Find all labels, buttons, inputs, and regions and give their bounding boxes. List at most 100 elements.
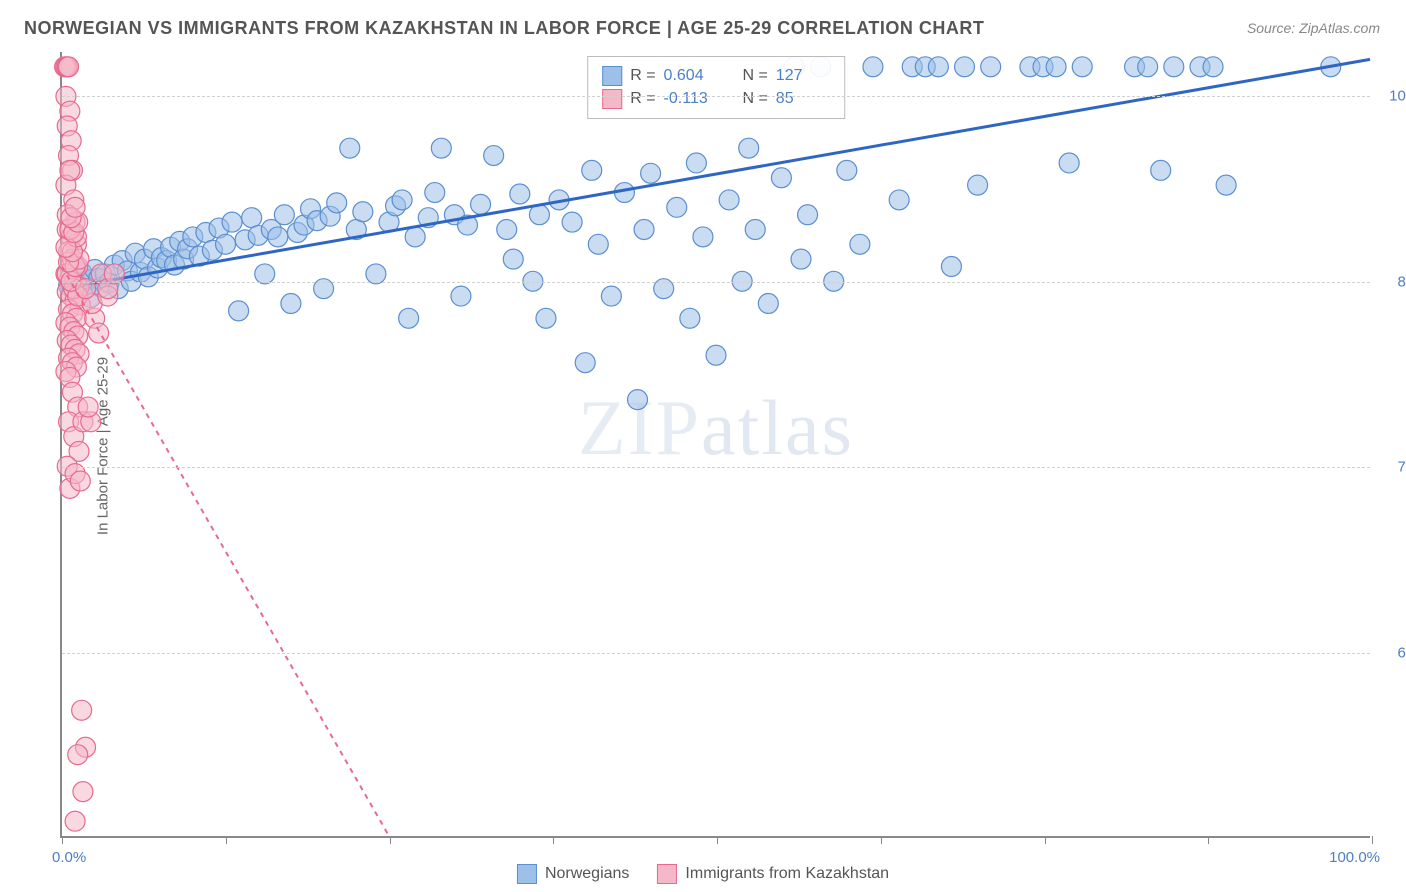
scatter-point-norwegians bbox=[451, 286, 471, 306]
scatter-point-norwegians bbox=[399, 308, 419, 328]
scatter-point-norwegians bbox=[575, 353, 595, 373]
x-tick bbox=[1372, 836, 1373, 844]
scatter-point-kazakhstan bbox=[104, 264, 124, 284]
scatter-point-norwegians bbox=[242, 208, 262, 228]
x-tick bbox=[553, 836, 554, 844]
scatter-point-norwegians bbox=[680, 308, 700, 328]
scatter-point-kazakhstan bbox=[70, 471, 90, 491]
stats-box: R = 0.604 N = 127 R = -0.113 N = 85 bbox=[587, 56, 845, 119]
scatter-point-norwegians bbox=[837, 160, 857, 180]
scatter-point-norwegians bbox=[719, 190, 739, 210]
scatter-point-norwegians bbox=[340, 138, 360, 158]
scatter-point-norwegians bbox=[353, 202, 373, 222]
scatter-point-norwegians bbox=[739, 138, 759, 158]
scatter-point-norwegians bbox=[562, 212, 582, 232]
scatter-svg bbox=[62, 52, 1370, 836]
scatter-point-norwegians bbox=[771, 168, 791, 188]
correlation-chart: NORWEGIAN VS IMMIGRANTS FROM KAZAKHSTAN … bbox=[0, 0, 1406, 892]
legend-swatch bbox=[517, 864, 537, 884]
legend-item: Immigrants from Kazakhstan bbox=[657, 864, 889, 884]
scatter-point-norwegians bbox=[1216, 175, 1236, 195]
scatter-point-norwegians bbox=[955, 57, 975, 77]
stats-row: R = -0.113 N = 85 bbox=[602, 89, 830, 109]
scatter-point-norwegians bbox=[281, 293, 301, 313]
scatter-point-kazakhstan bbox=[65, 197, 85, 217]
gridline bbox=[62, 282, 1370, 283]
x-axis-min-label: 0.0% bbox=[52, 849, 86, 866]
scatter-point-norwegians bbox=[503, 249, 523, 269]
scatter-point-norwegians bbox=[1072, 57, 1092, 77]
scatter-point-kazakhstan bbox=[59, 57, 79, 77]
scatter-point-norwegians bbox=[229, 301, 249, 321]
legend-label: Norwegians bbox=[545, 865, 629, 883]
legend-swatch bbox=[657, 864, 677, 884]
source-attribution: Source: ZipAtlas.com bbox=[1247, 20, 1380, 36]
scatter-point-norwegians bbox=[941, 257, 961, 277]
plot-area: ZIPatlas R =0.604 N =127R =-0.113 N =85 … bbox=[60, 52, 1370, 838]
legend: Norwegians Immigrants from Kazakhstan bbox=[517, 864, 889, 884]
x-tick bbox=[226, 836, 227, 844]
scatter-point-norwegians bbox=[745, 220, 765, 240]
scatter-point-norwegians bbox=[392, 190, 412, 210]
legend-label: Immigrants from Kazakhstan bbox=[685, 865, 889, 883]
x-tick bbox=[717, 836, 718, 844]
scatter-point-kazakhstan bbox=[73, 782, 93, 802]
scatter-point-norwegians bbox=[758, 293, 778, 313]
x-tick bbox=[1045, 836, 1046, 844]
scatter-point-norwegians bbox=[582, 160, 602, 180]
scatter-point-norwegians bbox=[327, 193, 347, 213]
n-label: N = bbox=[742, 67, 767, 85]
n-label: N = bbox=[742, 90, 767, 108]
y-tick-label: 62.5% bbox=[1380, 644, 1406, 661]
x-tick bbox=[1208, 836, 1209, 844]
scatter-point-norwegians bbox=[222, 212, 242, 232]
r-label: R = bbox=[630, 90, 655, 108]
stats-swatch bbox=[602, 89, 622, 109]
scatter-point-kazakhstan bbox=[60, 160, 80, 180]
scatter-point-kazakhstan bbox=[72, 700, 92, 720]
scatter-point-norwegians bbox=[588, 234, 608, 254]
scatter-point-norwegians bbox=[366, 264, 386, 284]
scatter-point-norwegians bbox=[405, 227, 425, 247]
scatter-point-norwegians bbox=[686, 153, 706, 173]
x-tick bbox=[881, 836, 882, 844]
scatter-point-norwegians bbox=[601, 286, 621, 306]
legend-item: Norwegians bbox=[517, 864, 629, 884]
scatter-point-norwegians bbox=[268, 227, 288, 247]
scatter-point-norwegians bbox=[634, 220, 654, 240]
scatter-point-norwegians bbox=[928, 57, 948, 77]
scatter-point-norwegians bbox=[255, 264, 275, 284]
scatter-point-norwegians bbox=[1164, 57, 1184, 77]
scatter-point-norwegians bbox=[1059, 153, 1079, 173]
r-value: 0.604 bbox=[664, 67, 718, 85]
scatter-point-norwegians bbox=[510, 184, 530, 204]
stats-swatch bbox=[602, 66, 622, 86]
r-value: -0.113 bbox=[664, 90, 718, 108]
regression-line-kazakhstan bbox=[62, 266, 389, 836]
n-value: 127 bbox=[776, 67, 830, 85]
chart-title: NORWEGIAN VS IMMIGRANTS FROM KAZAKHSTAN … bbox=[24, 18, 984, 39]
scatter-point-norwegians bbox=[850, 234, 870, 254]
scatter-point-norwegians bbox=[471, 194, 491, 214]
scatter-point-norwegians bbox=[798, 205, 818, 225]
scatter-point-norwegians bbox=[425, 183, 445, 203]
scatter-point-norwegians bbox=[641, 163, 661, 183]
scatter-point-norwegians bbox=[791, 249, 811, 269]
scatter-point-norwegians bbox=[216, 234, 236, 254]
x-tick bbox=[390, 836, 391, 844]
scatter-point-kazakhstan bbox=[65, 811, 85, 831]
gridline bbox=[62, 653, 1370, 654]
scatter-point-norwegians bbox=[706, 345, 726, 365]
scatter-point-norwegians bbox=[889, 190, 909, 210]
y-tick-label: 75.0% bbox=[1380, 459, 1406, 476]
scatter-point-norwegians bbox=[536, 308, 556, 328]
scatter-point-norwegians bbox=[274, 205, 294, 225]
scatter-point-norwegians bbox=[667, 197, 687, 217]
scatter-point-norwegians bbox=[863, 57, 883, 77]
scatter-point-norwegians bbox=[628, 390, 648, 410]
n-value: 85 bbox=[776, 90, 830, 108]
y-tick-label: 87.5% bbox=[1380, 273, 1406, 290]
scatter-point-norwegians bbox=[1138, 57, 1158, 77]
scatter-point-norwegians bbox=[1151, 160, 1171, 180]
scatter-point-norwegians bbox=[1046, 57, 1066, 77]
